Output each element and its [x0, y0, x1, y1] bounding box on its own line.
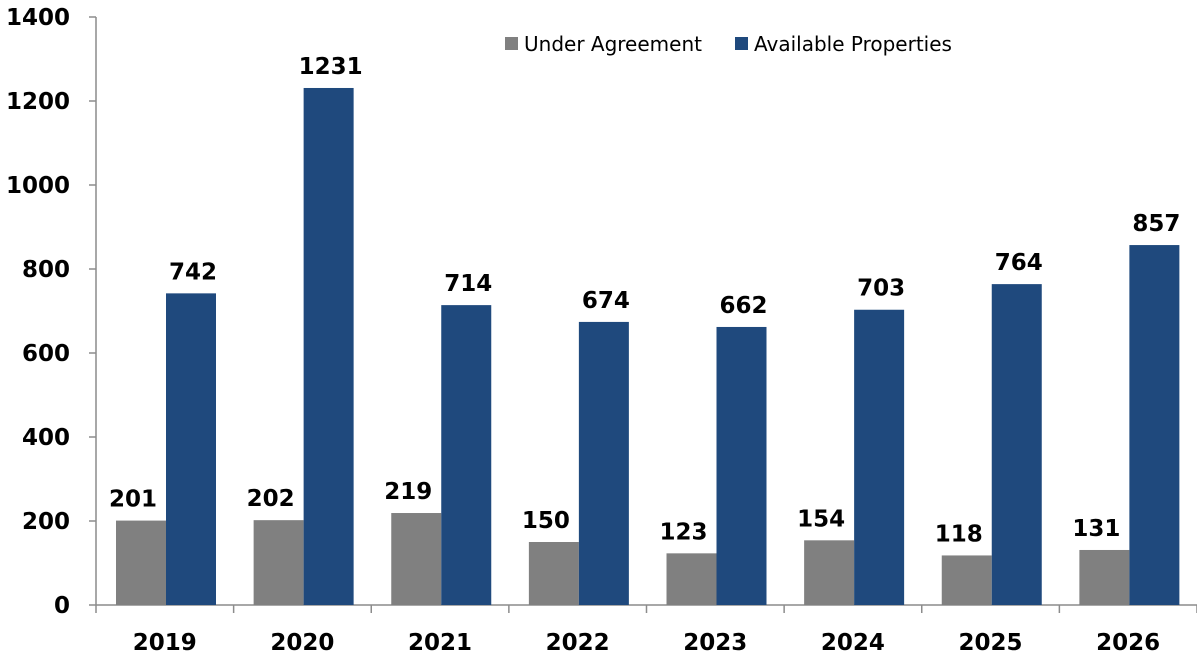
y-tick-label: 600 [22, 341, 70, 367]
bar-available-properties [854, 309, 905, 605]
legend-label: Under Agreement [524, 32, 702, 56]
data-label: 662 [719, 293, 767, 319]
bar-under-agreement [528, 542, 579, 605]
bar-under-agreement [666, 553, 717, 605]
y-tick-label: 400 [22, 425, 70, 451]
data-label: 118 [935, 521, 983, 547]
data-label: 219 [384, 479, 432, 505]
bar-under-agreement [253, 520, 304, 605]
x-tick-label: 2025 [959, 630, 1023, 656]
legend: Under Agreement Available Properties [505, 32, 952, 56]
axes: 0 200 400 600 800 1000 1200 1400 2019 2020 2021 202… [6, 5, 1197, 656]
bar-available-properties [441, 305, 492, 605]
bar-available-properties [991, 284, 1042, 605]
legend-label: Available Properties [754, 32, 952, 56]
y-tick-label: 800 [22, 257, 70, 283]
data-label: 201 [109, 487, 157, 513]
x-tick-label: 2026 [1096, 630, 1160, 656]
data-label: 131 [1072, 516, 1120, 542]
data-label: 154 [797, 506, 845, 532]
y-tick-label: 1200 [6, 89, 70, 115]
data-label: 674 [582, 288, 630, 314]
bar-available-properties [166, 293, 216, 605]
data-labels: 201 202 219 150 123 154 118 131 742 1231 714 674 662… [109, 54, 1180, 547]
bar-available-properties [716, 326, 767, 605]
bar-under-agreement [116, 520, 166, 605]
data-label: 714 [444, 271, 492, 297]
bar-available-properties [303, 87, 354, 606]
bar-available-properties [578, 321, 629, 605]
bars [116, 87, 1180, 606]
data-label: 703 [857, 276, 905, 302]
data-label: 202 [247, 486, 295, 512]
data-label: 764 [995, 250, 1043, 276]
x-tick-label: 2023 [683, 630, 747, 656]
legend-swatch [735, 37, 748, 50]
x-tick-label: 2020 [270, 630, 334, 656]
x-tick-label: 2024 [821, 630, 885, 656]
legend-swatch [505, 37, 518, 50]
bar-under-agreement [391, 513, 442, 605]
x-tick-label: 2022 [546, 630, 610, 656]
x-tick-label: 2021 [408, 630, 472, 656]
y-tick-label: 200 [22, 509, 70, 535]
data-label: 150 [522, 508, 570, 534]
data-label: 857 [1132, 211, 1180, 237]
bar-available-properties [1129, 245, 1180, 605]
y-tick-label: 1400 [6, 5, 70, 31]
bar-under-agreement [941, 555, 992, 605]
data-label: 1231 [299, 54, 363, 80]
y-tick-label: 1000 [6, 173, 70, 199]
bar-under-agreement [1079, 549, 1130, 605]
x-tick-label: 2019 [133, 630, 197, 656]
data-label: 123 [659, 519, 707, 545]
data-label: 742 [169, 259, 217, 285]
bar-under-agreement [804, 540, 855, 605]
y-tick-label: 0 [54, 593, 70, 619]
